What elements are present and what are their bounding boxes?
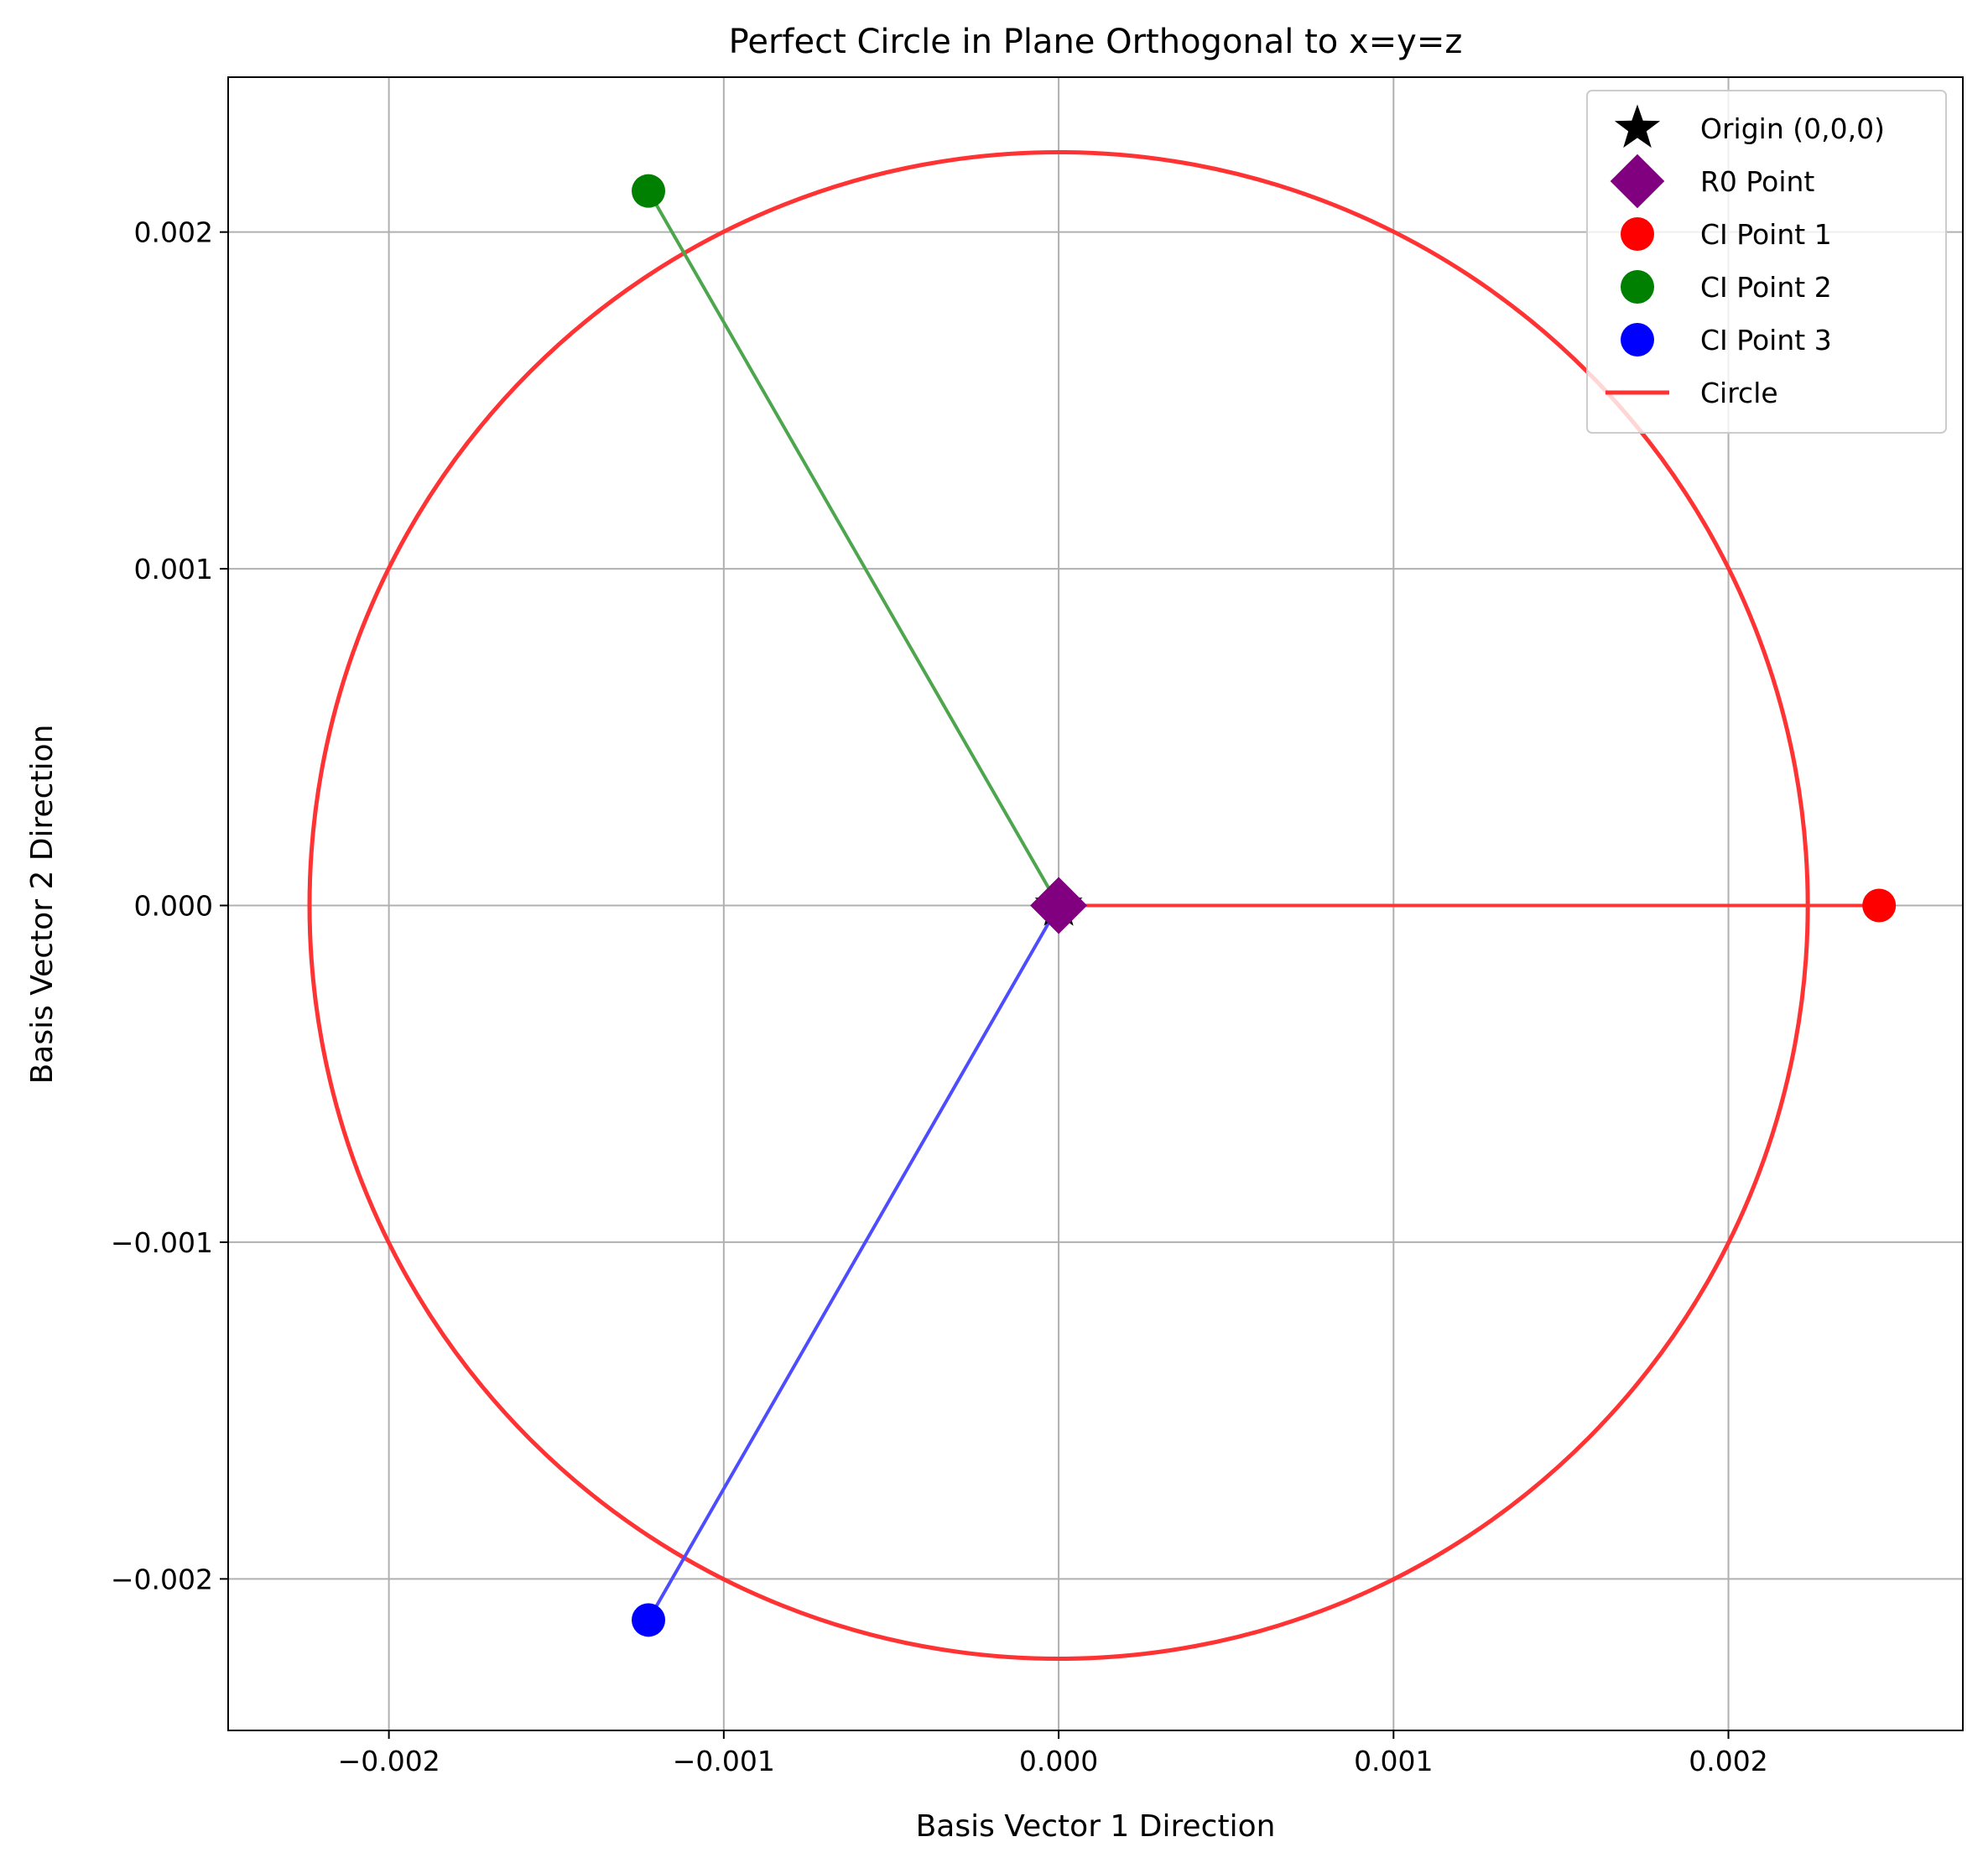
radius-line [647, 190, 1060, 907]
point-ci-point-3 [632, 1603, 666, 1637]
x-tick-label: −0.002 [338, 1745, 440, 1777]
point-ci-point-2 [632, 174, 666, 208]
legend-label: CI Point 1 [1700, 218, 1832, 251]
x-axis-label: Basis Vector 1 Direction [916, 1809, 1276, 1844]
legend-box [1586, 90, 1947, 434]
radius-line [647, 904, 1060, 1621]
legend-label: Circle [1700, 377, 1778, 409]
legend-label: Origin (0,0,0) [1700, 112, 1885, 145]
y-tick-label: −0.001 [111, 1226, 213, 1259]
legend-label: R0 Point [1700, 165, 1814, 198]
legend: Origin (0,0,0) R0 Point CI Point 1 CI Point… [1586, 90, 1947, 434]
point-r0-point [1030, 877, 1088, 934]
legend-marker [1614, 104, 1661, 148]
x-tick-label: −0.001 [673, 1745, 775, 1777]
legend-marker [1621, 323, 1654, 356]
plot-frame [227, 76, 1964, 1731]
axis-ticks: −0.002 −0.001 0.000 0.001 0.002 −0.002 −0.001 0… [111, 216, 1768, 1777]
legend-marker [1621, 217, 1654, 251]
legend-marker [1621, 270, 1654, 304]
y-tick-label: 0.001 [134, 553, 213, 585]
x-tick-label: 0.001 [1354, 1745, 1433, 1777]
legend-label: CI Point 2 [1700, 271, 1832, 304]
legend-label: CI Point 3 [1700, 324, 1832, 356]
y-tick-label: 0.000 [134, 890, 213, 923]
y-tick-label: −0.002 [111, 1563, 213, 1595]
y-tick-label: 0.002 [134, 216, 213, 249]
y-axis-label: Basis Vector 2 Direction [25, 725, 60, 1085]
x-tick-label: 0.000 [1019, 1745, 1098, 1777]
point-ci-point-1 [1862, 888, 1897, 923]
x-tick-label: 0.002 [1689, 1745, 1767, 1777]
plot-data [307, 150, 1897, 1661]
chart-title: Perfect Circle in Plane Orthogonal to x=… [729, 23, 1463, 61]
legend-marker [1610, 153, 1665, 209]
